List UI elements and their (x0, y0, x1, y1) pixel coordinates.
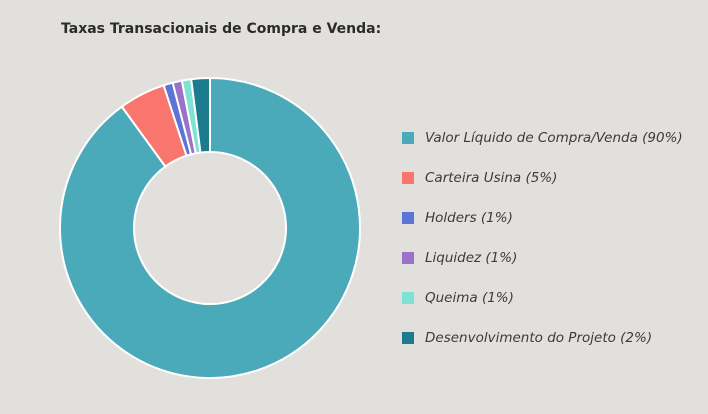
legend-item-liquidez[interactable]: Liquidez (1%) (402, 238, 683, 278)
legend-label: Liquidez (1%) (425, 250, 518, 266)
legend-swatch (402, 332, 414, 344)
legend-swatch (402, 292, 414, 304)
legend-label: Carteira Usina (5%) (425, 170, 558, 186)
legend-swatch (402, 172, 414, 184)
legend-swatch (402, 212, 414, 224)
chart-legend: Valor Líquido de Compra/Venda (90%) Cart… (402, 118, 683, 358)
legend-item-carteira-usina[interactable]: Carteira Usina (5%) (402, 158, 683, 198)
legend-swatch (402, 132, 414, 144)
legend-label: Desenvolvimento do Projeto (2%) (425, 330, 653, 346)
legend-swatch (402, 252, 414, 264)
donut-slice-5[interactable] (190, 77, 211, 154)
donut-slice-0[interactable] (58, 77, 361, 379)
legend-label: Queima (1%) (425, 290, 514, 306)
legend-item-queima[interactable]: Queima (1%) (402, 278, 683, 318)
legend-label: Valor Líquido de Compra/Venda (90%) (425, 130, 683, 146)
legend-item-desenvolvimento[interactable]: Desenvolvimento do Projeto (2%) (402, 318, 683, 358)
legend-item-valor-liquido[interactable]: Valor Líquido de Compra/Venda (90%) (402, 118, 683, 158)
chart-title: Taxas Transacionais de Compra e Venda: (61, 21, 382, 37)
legend-item-holders[interactable]: Holders (1%) (402, 198, 683, 238)
legend-label: Holders (1%) (425, 210, 513, 226)
